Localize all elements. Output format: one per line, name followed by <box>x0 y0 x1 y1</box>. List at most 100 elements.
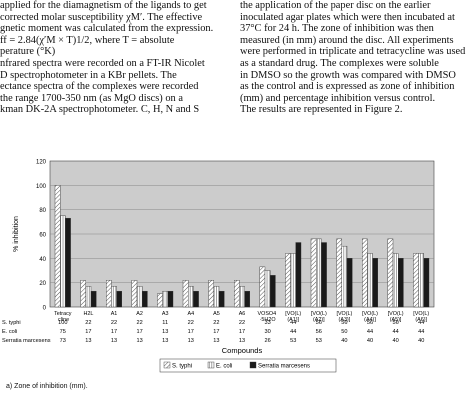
left-text-line: gnetic moment was calculated from the ex… <box>0 23 214 35</box>
inhibition-bar-chart: 0 20 40 60 80 100 120 % inhibition Tetracy cli… <box>2 160 435 373</box>
bar-s-typhi <box>336 238 343 308</box>
right-text-line: were performed in triplicate and tetracy… <box>240 46 466 58</box>
table-cell: 44 <box>367 329 373 335</box>
legend-swatch <box>207 361 215 369</box>
bar-serratia-marcesens <box>167 290 174 308</box>
table-cell: 40 <box>367 338 373 344</box>
bar-e-coli <box>136 286 143 308</box>
table-cell: 17 <box>239 329 245 335</box>
bar-e-coli <box>316 238 322 308</box>
x-category-label: A2 <box>136 311 143 317</box>
bar-s-typhi <box>54 185 61 308</box>
bar-serratia-marcesens <box>295 242 302 308</box>
left-text-line: nfrared spectra were recorded on a FT-IR… <box>0 57 205 69</box>
table-cell: 13 <box>239 338 245 344</box>
bar-s-typhi <box>285 253 291 308</box>
table-row-label: E. coli <box>2 329 17 335</box>
table-cell: 13 <box>162 338 168 344</box>
bar-serratia-marcesens <box>346 258 353 308</box>
bar-serratia-marcesens <box>372 258 379 308</box>
bar-s-typhi <box>310 238 317 308</box>
table-cell: 13 <box>111 338 117 344</box>
bar-e-coli <box>213 286 220 308</box>
bar-serratia-marcesens <box>321 242 327 308</box>
x-axis-label: Compounds <box>222 346 263 355</box>
bar-serratia-marcesens <box>65 217 71 308</box>
y-tick-label: 0 <box>43 306 47 312</box>
y-axis-ticks: 0 20 40 60 80 100 120 <box>36 160 47 312</box>
table-cell: 22 <box>136 320 142 326</box>
table-cell: 17 <box>213 329 219 335</box>
right-text-line: in DMSO so the growth was compared with … <box>240 69 456 81</box>
x-category-label: A6 <box>239 311 246 317</box>
right-text-line: inoculated agar plates which were then i… <box>240 11 455 23</box>
bar-s-typhi <box>105 280 112 308</box>
bar-e-coli <box>341 245 348 308</box>
table-cell: 17 <box>111 329 117 335</box>
x-category-label: VOSO4 ·5H2O <box>258 311 278 323</box>
table-cell: 44 <box>418 320 424 326</box>
bar-serratia-marcesens <box>90 290 97 308</box>
x-category-label: [VO(L) (A4)] <box>362 311 378 323</box>
legend-swatch <box>249 361 257 369</box>
bar-e-coli <box>187 286 194 308</box>
bar-e-coli <box>60 215 66 308</box>
table-cell: 44 <box>392 329 398 335</box>
bar-s-typhi <box>131 280 138 308</box>
table-cell: 22 <box>239 320 245 326</box>
y-axis-label: % inhibition <box>13 216 20 252</box>
left-text-line: kman DK-2A spectrophotometer. C, H, N an… <box>0 104 200 116</box>
bar-s-typhi <box>80 280 86 308</box>
table-cell: 22 <box>85 320 91 326</box>
bar-s-typhi <box>413 253 419 308</box>
bar-serratia-marcesens <box>270 275 276 308</box>
bar-s-typhi <box>157 293 163 308</box>
bar-e-coli <box>85 286 92 308</box>
left-text-line: corrected molar susceptibility χM′. The … <box>0 11 203 23</box>
right-text-line: as a standard drug. The complexes were s… <box>240 57 439 69</box>
left-text-line: D spectrophotometer in a KBr pellets. Th… <box>0 69 177 81</box>
table-cell: 40 <box>418 338 424 344</box>
bar-serratia-marcesens <box>141 290 148 308</box>
y-tick-label: 80 <box>39 208 46 214</box>
right-text-line: The results are represented in Figure 2. <box>240 104 403 116</box>
table-cell: 56 <box>316 329 322 335</box>
table-cell: 44 <box>418 329 424 335</box>
table-cell: 22 <box>188 320 194 326</box>
x-category-label: [VO(L) (A3)] <box>336 311 352 323</box>
table-cell: 17 <box>136 329 142 335</box>
right-text-line: the application of the paper disc on the… <box>240 0 431 11</box>
table-cell: 75 <box>60 329 66 335</box>
bar-serratia-marcesens <box>398 258 404 308</box>
x-category-label: [VO(L) (A6)] <box>413 311 429 323</box>
left-text-line: ff = 2.84(χ′M × T)1/2, where T = absolut… <box>0 34 175 46</box>
x-category-label: A4 <box>188 311 195 317</box>
table-row-label: S. typhi <box>2 320 21 326</box>
table-cell: 56 <box>392 320 398 326</box>
left-text-line: applied for the diamagnetism of the liga… <box>0 0 207 11</box>
bar-s-typhi <box>362 238 368 308</box>
bar-serratia-marcesens <box>244 290 251 308</box>
bar-s-typhi <box>259 266 266 308</box>
bar-s-typhi <box>208 280 215 308</box>
table-cell: 44 <box>290 329 296 335</box>
legend: S. typhi E. coli Serratia marcesens <box>159 358 337 373</box>
table-cell: 22 <box>213 320 219 326</box>
table-cell: 13 <box>85 338 91 344</box>
right-text-line: 37°C for 24 h. The zone of inhibition wa… <box>240 23 434 35</box>
y-tick-label: 40 <box>39 257 46 263</box>
bar-s-typhi <box>182 280 189 308</box>
table-cell: 11 <box>162 320 168 326</box>
table-cell: 26 <box>264 338 270 344</box>
legend-label: S. typhi <box>172 364 192 370</box>
table-cell: 17 <box>188 329 194 335</box>
bar-e-coli <box>239 286 245 308</box>
bar-serratia-marcesens <box>218 290 225 308</box>
bar-e-coli <box>111 286 117 308</box>
table-cell: 56 <box>316 320 322 326</box>
table-cell: 13 <box>136 338 142 344</box>
data-table: S. typhi 100 22 22 22 11 22 22 22 33 44 56 56 56 56 44 E… <box>2 320 424 344</box>
bar-e-coli <box>392 253 399 308</box>
bar-e-coli <box>162 290 169 308</box>
legend-swatch <box>163 361 171 369</box>
